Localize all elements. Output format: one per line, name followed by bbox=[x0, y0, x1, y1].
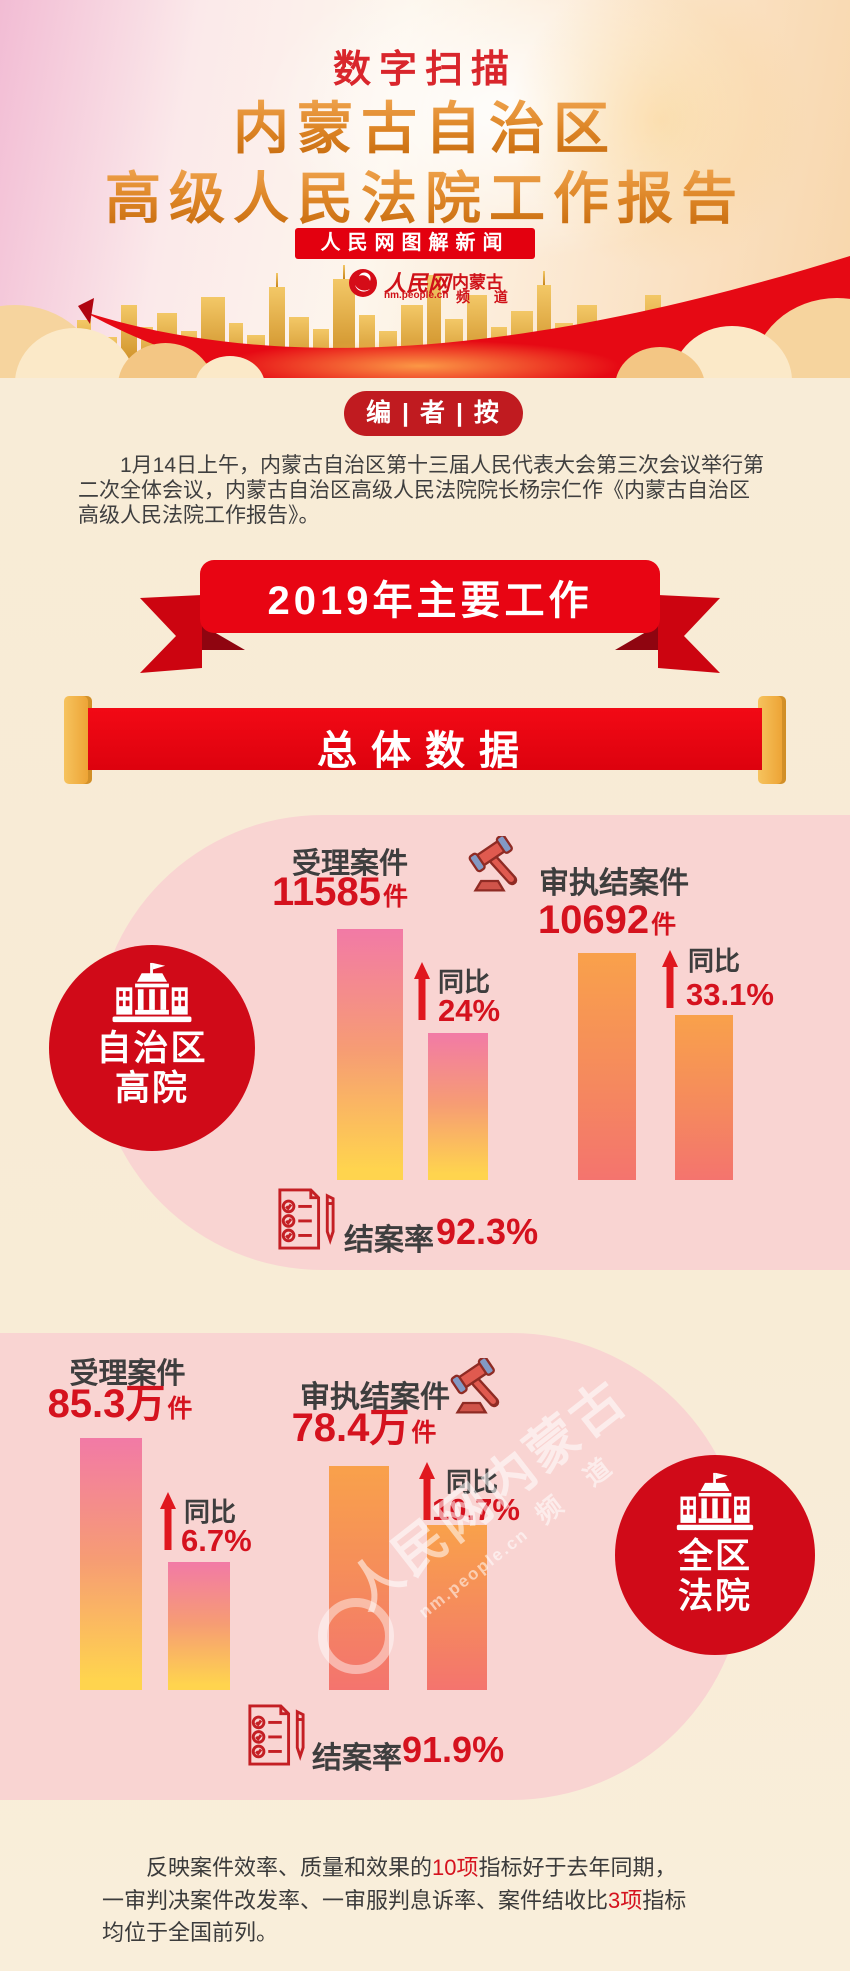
checklist-pen-icon bbox=[248, 1704, 305, 1766]
yoy-label: 同比 bbox=[438, 967, 491, 997]
people-net-logo: 人民网 nm.people.cn 内蒙古 频 道 bbox=[348, 266, 538, 306]
metric-value-cases-accepted: 11585 件 bbox=[225, 872, 455, 912]
source-badge: 人民网图解新闻 bbox=[295, 228, 535, 259]
up-arrow-icon bbox=[160, 1492, 176, 1550]
logo-url: nm.people.cn bbox=[384, 290, 449, 301]
metric-number: 11585 bbox=[271, 870, 381, 914]
up-arrow-icon bbox=[419, 1462, 435, 1520]
up-arrow-icon bbox=[414, 962, 430, 1020]
entity-badge-high-court: 自治区 高院 bbox=[49, 945, 255, 1151]
checklist-pen-icon bbox=[278, 1188, 335, 1250]
editor-note-badge: 编 | 者 | 按 bbox=[344, 391, 523, 436]
watermark-swirl-ring bbox=[318, 1598, 394, 1674]
metric-label-cases-closed: 审执结案件 bbox=[300, 1381, 450, 1414]
courthouse-icon bbox=[676, 1472, 754, 1531]
yoy-value: 6.7% bbox=[181, 1523, 252, 1558]
bar-accepted-prior bbox=[168, 1562, 230, 1690]
logo-name: 人民网 bbox=[384, 271, 451, 297]
metric-unit: 件 bbox=[411, 1419, 437, 1447]
yoy-label: 同比 bbox=[446, 1467, 499, 1497]
metric-number: 78.4万 bbox=[291, 1406, 410, 1450]
metric-label-cases-accepted: 受理案件 bbox=[69, 1358, 186, 1390]
yoy-value: 10.7% bbox=[432, 1492, 520, 1527]
yoy-value: 24% bbox=[438, 993, 501, 1028]
closing-rate-label: 结案率 bbox=[344, 1224, 434, 1257]
metric-unit: 件 bbox=[651, 911, 677, 939]
closing-rate-value: 92.3% bbox=[436, 1211, 539, 1252]
main-section-ribbon bbox=[140, 560, 720, 673]
up-arrow-icon bbox=[662, 950, 678, 1008]
metric-label-cases-accepted: 受理案件 bbox=[291, 848, 408, 880]
kicker-title: 数字扫描 bbox=[332, 49, 517, 91]
header-emblem-glow bbox=[510, 0, 810, 270]
metric-unit: 件 bbox=[383, 883, 409, 911]
bar-accepted-current bbox=[80, 1438, 142, 1690]
metric-number: 85.3万 bbox=[47, 1382, 166, 1426]
entity-name-line1: 自治区 bbox=[96, 1029, 208, 1068]
logo-region: 内蒙古 bbox=[452, 273, 503, 292]
yoy-label: 同比 bbox=[688, 946, 741, 976]
bar-closed-current bbox=[578, 953, 636, 1180]
metric-number: 10692 bbox=[537, 898, 650, 942]
closing-rate-value: 91.9% bbox=[402, 1729, 505, 1770]
cloud-left-tiny bbox=[195, 356, 265, 378]
bar-accepted-current bbox=[337, 929, 403, 1180]
editor-note-paragraph: 1月14日上午，内蒙古自治区第十三届人民代表大会第三次会议举行第 二次全体会议，内… bbox=[78, 454, 765, 527]
yoy-value: 33.1% bbox=[686, 977, 774, 1012]
metric-value-cases-closed: 10692 件 bbox=[517, 900, 697, 940]
logo-channel: 频 道 bbox=[456, 289, 518, 305]
yoy-label: 同比 bbox=[184, 1497, 237, 1527]
footer-summary-paragraph: 反映案件效率、质量和效果的10项指标好于去年同期， 一审判决案件改发率、一审服判息… bbox=[102, 1855, 687, 1945]
bar-closed-prior bbox=[427, 1525, 487, 1690]
metric-unit: 件 bbox=[167, 1395, 193, 1423]
banner-gold-cap-left bbox=[64, 696, 92, 784]
entity-name-line2: 高院 bbox=[114, 1069, 189, 1108]
bar-closed-prior bbox=[675, 1015, 733, 1180]
gavel-icon bbox=[450, 1358, 500, 1414]
courthouse-icon bbox=[112, 962, 192, 1023]
header-banner: 数字扫描 内蒙古自治区 高级人民法院工作报告 人民网图解新闻 bbox=[0, 0, 850, 378]
bar-accepted-prior bbox=[428, 1033, 488, 1180]
entity-name-line2: 法院 bbox=[677, 1577, 752, 1616]
gavel-icon bbox=[468, 836, 518, 892]
section-banner-title: 总体数据 bbox=[317, 729, 533, 773]
main-title-line2: 高级人民法院工作报告 bbox=[0, 154, 850, 235]
metric-value-cases-closed: 78.4万 件 bbox=[279, 1408, 449, 1448]
section-banner bbox=[88, 708, 762, 770]
banner-gold-cap-right bbox=[758, 696, 786, 784]
metric-value-cases-accepted: 85.3万 件 bbox=[20, 1384, 220, 1424]
people-net-swirl-icon bbox=[349, 269, 377, 297]
main-section-title: 2019年主要工作 bbox=[267, 579, 593, 623]
closing-rate-label: 结案率 bbox=[312, 1742, 402, 1775]
metric-label-cases-closed: 审执结案件 bbox=[539, 867, 689, 900]
main-title-line1: 内蒙古自治区 bbox=[0, 84, 850, 165]
entity-badge-all-courts: 全区 法院 bbox=[615, 1455, 815, 1655]
entity-name-line1: 全区 bbox=[677, 1537, 752, 1576]
